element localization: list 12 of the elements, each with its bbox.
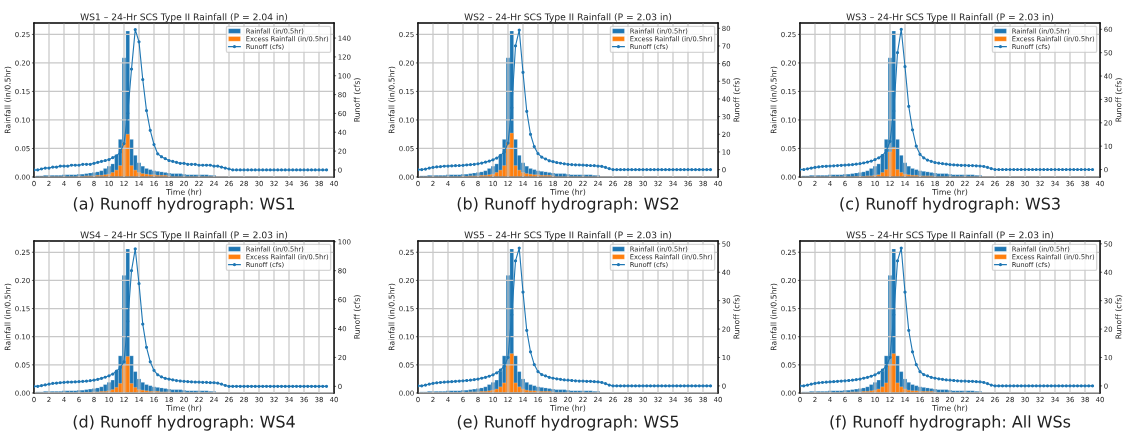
- chart-title: WS5 – 24-Hr SCS Type II Rainfall (P = 2.03 in): [846, 231, 1054, 241]
- chart-title: WS5 – 24-Hr SCS Type II Rainfall (P = 2.03 in): [464, 231, 672, 241]
- text: (e) Runoff hydrograph: WS5: [457, 415, 679, 431]
- chart-title: WS3 – 24-Hr SCS Type II Rainfall (P = 2.03 in): [846, 13, 1054, 23]
- chart-title: WS2 – 24-Hr SCS Type II Rainfall (P = 2.03 in): [464, 13, 672, 23]
- text: (a) Runoff hydrograph: WS1: [73, 197, 295, 213]
- chart-title: WS4 – 24-Hr SCS Type II Rainfall (P = 2.03 in): [80, 231, 288, 241]
- chart-title: WS1 – 24-Hr SCS Type II Rainfall (P = 2.04 in): [80, 13, 288, 23]
- text: (f) Runoff hydrograph: All WSs: [830, 415, 1071, 431]
- text: (b) Runoff hydrograph: WS2: [457, 197, 679, 213]
- text: (d) Runoff hydrograph: WS4: [73, 415, 295, 431]
- text: (c) Runoff hydrograph: WS3: [840, 197, 1060, 213]
